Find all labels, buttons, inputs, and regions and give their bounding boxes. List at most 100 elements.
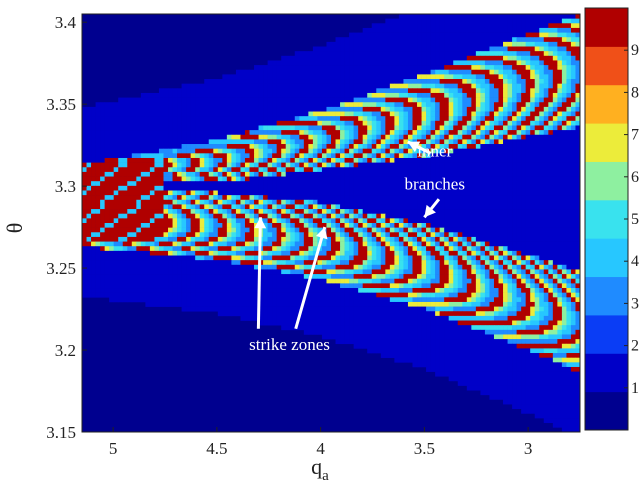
heatmap-cell [376, 92, 382, 98]
heatmap-cell [462, 74, 468, 80]
heatmap-cell [575, 130, 580, 136]
heatmap-cell [226, 250, 232, 256]
heatmap-cell [177, 250, 182, 256]
heatmap-cell [548, 27, 554, 33]
heatmap-cell [484, 18, 490, 24]
heatmap-cell [566, 60, 572, 66]
heatmap-cell [566, 125, 572, 131]
heatmap-cell [480, 185, 486, 191]
heatmap-cell [186, 250, 191, 256]
heatmap-cell [421, 116, 427, 122]
heatmap-cell [498, 167, 504, 173]
heatmap-cell [303, 157, 309, 163]
heatmap-cell [326, 232, 332, 238]
heatmap-cell [367, 246, 373, 252]
heatmap-cell [140, 139, 146, 145]
heatmap-cell [512, 144, 517, 149]
heatmap-cell [353, 255, 359, 261]
heatmap-cell [244, 199, 250, 205]
heatmap-cell [380, 88, 386, 94]
heatmap-cell [204, 120, 210, 126]
heatmap-cell [149, 106, 155, 112]
heatmap-cell [561, 74, 567, 80]
heatmap-cell [344, 116, 350, 122]
heatmap-cell [394, 167, 400, 173]
heatmap-cell [466, 209, 472, 215]
heatmap-cell [344, 204, 350, 210]
heatmap-cell [113, 116, 119, 122]
heatmap-cell [457, 37, 463, 43]
heatmap-cell [258, 195, 264, 201]
heatmap-cell [168, 176, 173, 182]
heatmap-cell [493, 153, 499, 159]
heatmap-cell [294, 171, 300, 177]
heatmap-cell [439, 74, 445, 80]
heatmap-cell [557, 209, 563, 215]
heatmap-cell [249, 125, 255, 131]
heatmap-cell [421, 55, 427, 61]
heatmap-cell [489, 190, 495, 196]
heatmap-cell [398, 185, 404, 191]
heatmap-cell [285, 218, 291, 224]
heatmap-cell [331, 92, 336, 98]
heatmap-cell [471, 167, 477, 173]
heatmap-cell [258, 106, 264, 112]
heatmap-cell [444, 41, 450, 47]
heatmap-cell [489, 195, 495, 201]
heatmap-cell [534, 46, 540, 52]
heatmap-cell [403, 227, 409, 233]
heatmap-cell [561, 92, 567, 98]
heatmap-cell [439, 223, 445, 228]
heatmap-cell [340, 236, 345, 242]
heatmap-cell [222, 162, 228, 168]
heatmap-cell [367, 227, 373, 233]
heatmap-cell [561, 153, 567, 159]
heatmap-cell [493, 209, 499, 215]
heatmap-cell [344, 139, 350, 145]
heatmap-cell [575, 176, 580, 182]
heatmap-cell [358, 88, 363, 94]
heatmap-cell [131, 139, 137, 145]
heatmap-cell [158, 106, 164, 112]
heatmap-cell [516, 223, 522, 228]
heatmap-cell [403, 223, 409, 228]
heatmap-cell [512, 92, 517, 98]
heatmap-cell [163, 92, 169, 98]
heatmap-cell [525, 181, 531, 187]
heatmap-cell [534, 236, 540, 242]
heatmap-cell [362, 46, 368, 52]
heatmap-cell [335, 139, 341, 145]
heatmap-cell [344, 65, 350, 71]
heatmap-cell [149, 209, 155, 215]
heatmap-cell [294, 74, 300, 80]
heatmap-cell [398, 139, 404, 145]
heatmap-cell [204, 171, 210, 177]
heatmap-cell [512, 102, 517, 108]
heatmap-cell [548, 120, 554, 126]
heatmap-cell [444, 46, 450, 52]
heatmap-cell [575, 125, 580, 131]
heatmap-cell [548, 176, 554, 182]
heatmap-cell [394, 246, 400, 252]
heatmap-cell [235, 213, 241, 219]
heatmap-cell [521, 46, 526, 52]
heatmap-cell [195, 97, 201, 103]
heatmap-cell [308, 236, 314, 242]
heatmap-cell [561, 111, 567, 117]
heatmap-cell [303, 74, 309, 80]
heatmap-cell [321, 106, 327, 112]
heatmap-cell [444, 167, 450, 173]
heatmap-cell [326, 255, 332, 261]
heatmap-cell [82, 111, 87, 117]
heatmap-cell [548, 181, 554, 187]
heatmap-cell [344, 60, 350, 66]
heatmap-cell [484, 153, 490, 159]
heatmap-cell [412, 171, 418, 177]
heatmap-cell [421, 88, 427, 94]
heatmap-cell [371, 106, 377, 112]
heatmap-cell [331, 51, 336, 57]
heatmap-cell [548, 144, 554, 149]
heatmap-cell [371, 223, 377, 228]
heatmap-cell [158, 176, 164, 182]
heatmap-cell [290, 250, 296, 256]
